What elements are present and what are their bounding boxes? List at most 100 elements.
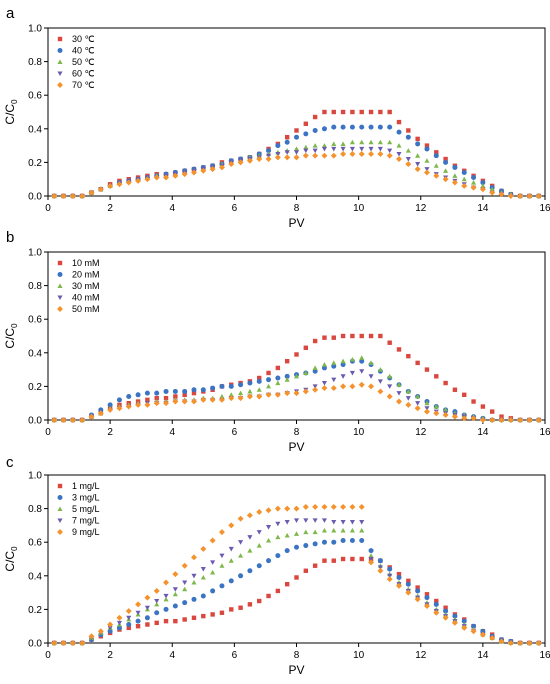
data-point	[526, 193, 533, 199]
data-point	[517, 193, 524, 199]
data-point	[219, 553, 225, 559]
data-point	[330, 152, 337, 159]
data-point	[173, 394, 178, 399]
data-point	[350, 109, 355, 115]
data-point	[303, 345, 309, 350]
x-tick-label: 0	[45, 650, 51, 661]
legend-marker	[57, 506, 63, 512]
data-point	[135, 177, 142, 184]
data-point	[442, 411, 449, 418]
data-point	[349, 124, 355, 130]
data-point	[97, 410, 104, 417]
data-point	[69, 640, 76, 646]
data-point	[340, 383, 347, 390]
data-point	[321, 503, 328, 510]
data-point	[284, 548, 290, 554]
data-point	[284, 150, 290, 155]
data-point	[434, 150, 439, 155]
data-point	[97, 186, 104, 193]
data-point	[191, 554, 197, 561]
data-point	[340, 124, 346, 130]
data-point	[135, 624, 141, 629]
data-point	[145, 622, 150, 627]
legend-label: 3 mg/L	[72, 493, 100, 503]
y-axis-label: C/C0	[3, 323, 19, 349]
data-point	[471, 623, 477, 629]
data-point	[340, 358, 346, 364]
data-point	[200, 396, 207, 403]
data-point	[368, 139, 374, 145]
data-point	[294, 134, 299, 140]
data-point	[321, 365, 327, 371]
data-point	[349, 383, 356, 390]
data-point	[424, 400, 430, 406]
data-point	[247, 380, 253, 386]
data-point	[219, 583, 225, 589]
y-tick-label: 0.8	[28, 281, 42, 292]
data-point	[359, 124, 365, 130]
data-point	[331, 520, 337, 525]
data-point	[359, 358, 365, 364]
data-point	[191, 596, 197, 602]
data-point	[359, 538, 365, 544]
data-point	[387, 109, 392, 115]
data-point	[218, 396, 225, 403]
data-point	[51, 640, 58, 646]
data-point	[294, 128, 299, 133]
data-point	[378, 333, 383, 339]
data-point	[358, 381, 365, 388]
data-point	[116, 397, 122, 403]
data-point	[442, 176, 449, 183]
data-point	[451, 179, 458, 186]
data-point	[145, 397, 150, 403]
legend-marker	[57, 82, 63, 88]
data-point	[396, 391, 402, 396]
y-tick-label: 0.0	[28, 192, 42, 203]
data-point	[303, 131, 309, 137]
data-point	[163, 596, 169, 602]
data-point	[302, 503, 309, 510]
data-point	[452, 164, 458, 170]
data-point	[303, 529, 309, 535]
data-point	[433, 163, 439, 168]
x-tick-label: 16	[539, 650, 550, 661]
data-point	[125, 608, 132, 615]
data-point	[471, 399, 476, 404]
data-point	[517, 640, 524, 646]
data-point	[125, 179, 132, 186]
data-point	[405, 157, 411, 162]
y-tick-label: 0.2	[28, 158, 42, 169]
data-point	[414, 166, 421, 173]
data-point	[154, 601, 160, 607]
data-point	[51, 417, 58, 423]
data-point	[60, 417, 67, 423]
data-point	[405, 401, 412, 408]
data-point	[405, 396, 411, 401]
data-point	[60, 640, 67, 646]
data-point	[451, 619, 458, 626]
data-point	[415, 153, 421, 158]
data-point	[163, 606, 169, 612]
y-tick-label: 0.6	[28, 315, 42, 326]
data-point	[88, 189, 95, 196]
data-point	[340, 333, 346, 339]
data-point	[368, 553, 374, 558]
data-point	[163, 174, 170, 181]
series-4	[51, 518, 542, 646]
data-point	[424, 595, 430, 601]
data-point	[256, 508, 263, 515]
data-point	[274, 391, 281, 398]
data-point	[321, 518, 327, 523]
data-point	[461, 618, 467, 624]
data-point	[294, 544, 299, 550]
data-point	[451, 413, 458, 420]
data-point	[434, 374, 439, 379]
data-point	[415, 162, 421, 167]
data-point	[79, 640, 86, 646]
data-point	[359, 520, 365, 525]
data-point	[321, 362, 327, 367]
legend: 30 ℃ 40 ℃50 ℃ 60 ℃70 ℃	[57, 34, 95, 90]
data-point	[126, 393, 132, 399]
data-point	[79, 193, 86, 199]
data-point	[359, 333, 364, 339]
